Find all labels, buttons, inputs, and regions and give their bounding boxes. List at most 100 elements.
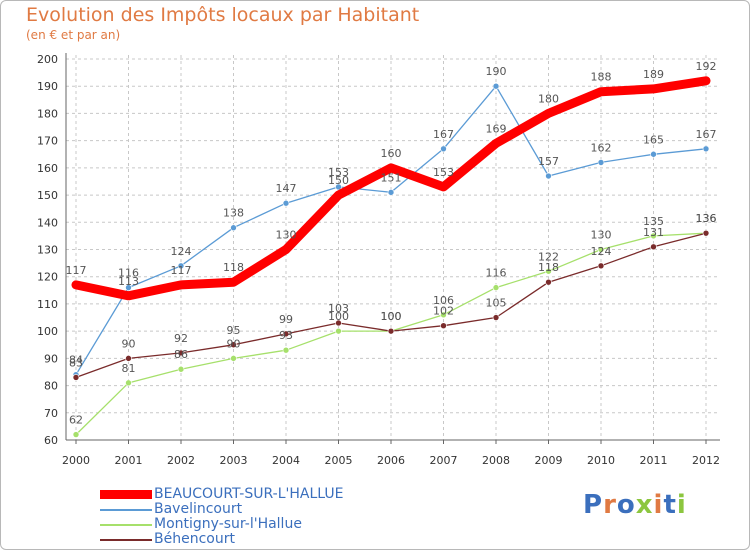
legend-swatch <box>100 539 152 541</box>
y-tick-label: 200 <box>37 53 58 66</box>
data-point <box>72 374 80 381</box>
legend-label: Montigny-sur-l'Hallue <box>154 516 302 532</box>
logo-letter: r <box>603 490 617 520</box>
data-point <box>335 183 342 191</box>
x-tick-label: 2002 <box>167 454 195 467</box>
data-point <box>230 224 237 232</box>
y-tick-label: 120 <box>37 271 58 284</box>
data-point <box>125 379 132 387</box>
data-label: 116 <box>486 267 507 280</box>
data-label: 81 <box>122 362 136 375</box>
x-tick-label: 2006 <box>377 454 405 467</box>
data-label: 160 <box>381 147 402 160</box>
data-point <box>282 199 290 207</box>
data-label: 130 <box>276 229 297 242</box>
data-point <box>440 311 447 319</box>
data-label: 153 <box>328 166 349 179</box>
data-point <box>72 431 80 438</box>
y-tick-label: 140 <box>37 216 58 229</box>
legend-swatch <box>100 509 152 511</box>
y-tick-label: 190 <box>37 80 58 93</box>
data-label: 100 <box>328 310 349 323</box>
y-tick-label: 60 <box>44 434 58 447</box>
logo-letter: o <box>616 490 636 520</box>
data-point <box>597 262 605 270</box>
y-tick-label: 100 <box>37 325 58 338</box>
data-point <box>440 145 447 153</box>
data-label: 124 <box>171 245 192 258</box>
data-label: 136 <box>696 212 717 225</box>
data-label: 135 <box>643 215 664 228</box>
logo-letter: i <box>676 490 687 520</box>
data-label: 86 <box>174 348 188 361</box>
data-label: 99 <box>279 313 293 326</box>
x-tick-label: 2011 <box>640 454 668 467</box>
data-label: 153 <box>433 166 454 179</box>
data-point <box>597 246 605 253</box>
y-tick-label: 170 <box>37 135 58 148</box>
legend-swatch <box>100 490 152 499</box>
data-point <box>125 284 132 291</box>
y-tick-label: 80 <box>44 380 58 393</box>
data-label: 113 <box>118 275 139 288</box>
data-point <box>387 327 395 335</box>
logo-letter: t <box>663 490 677 520</box>
data-point <box>177 349 185 357</box>
data-label: 90 <box>122 337 136 350</box>
data-label: 100 <box>381 310 402 323</box>
data-point <box>650 150 657 158</box>
data-label: 90 <box>227 337 241 350</box>
y-tick-label: 160 <box>37 162 58 175</box>
data-label: 102 <box>433 305 454 318</box>
series-line-beaucourt-sur-l-hallue <box>71 76 711 301</box>
data-point <box>125 355 132 362</box>
data-label: 151 <box>381 171 402 184</box>
x-tick-label: 2007 <box>430 454 458 467</box>
data-label: 130 <box>591 229 612 242</box>
y-tick-label: 130 <box>37 244 58 257</box>
data-label: 169 <box>486 122 507 135</box>
data-label: 95 <box>227 324 241 337</box>
data-point <box>545 172 552 180</box>
data-label: 118 <box>538 261 559 274</box>
data-label: 192 <box>696 60 717 73</box>
data-label: 117 <box>66 264 87 277</box>
x-tick-label: 2010 <box>587 454 615 467</box>
data-point <box>230 341 237 349</box>
data-label: 83 <box>69 356 83 369</box>
data-label: 84 <box>69 354 83 367</box>
proxiti-logo: Proxiti <box>583 490 687 520</box>
data-point <box>387 189 395 196</box>
data-point <box>702 145 710 153</box>
plot-area <box>66 55 720 440</box>
y-tick-label: 150 <box>37 189 58 202</box>
legend-label: Béhencourt <box>154 531 235 547</box>
data-label: 138 <box>223 207 244 220</box>
logo-letter: x <box>635 490 654 520</box>
x-tick-label: 2004 <box>272 454 300 467</box>
data-point <box>492 284 500 291</box>
data-label: 117 <box>171 264 192 277</box>
chart-subtitle: (en € et par an) <box>26 28 121 42</box>
legend-label: BEAUCOURT-SUR-L'HALLUE <box>154 486 344 502</box>
data-point <box>597 159 605 166</box>
data-point <box>650 232 657 240</box>
y-tick-label: 70 <box>44 407 58 420</box>
data-label: 147 <box>276 182 297 195</box>
data-point <box>177 262 185 270</box>
data-label: 100 <box>381 310 402 323</box>
data-label: 167 <box>696 128 717 141</box>
data-label: 136 <box>696 212 717 225</box>
data-point <box>545 278 552 286</box>
x-tick-label: 2008 <box>482 454 510 467</box>
data-label: 62 <box>69 414 83 427</box>
data-label: 162 <box>591 141 612 154</box>
data-label: 105 <box>486 297 507 310</box>
data-label: 188 <box>591 71 612 84</box>
data-label: 167 <box>433 128 454 141</box>
legend-swatch <box>100 524 152 526</box>
x-tick-label: 2003 <box>220 454 248 467</box>
data-label: 165 <box>643 133 664 146</box>
data-point <box>177 365 185 373</box>
